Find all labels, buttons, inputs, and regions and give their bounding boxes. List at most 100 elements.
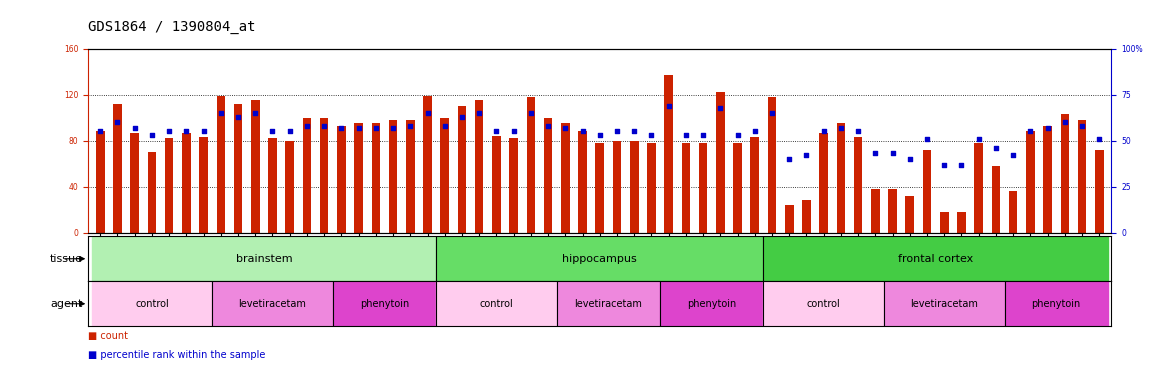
Point bbox=[780, 156, 799, 162]
Text: phenytoin: phenytoin bbox=[687, 299, 736, 309]
Bar bbox=[338, 126, 346, 232]
Bar bbox=[543, 118, 553, 232]
Bar bbox=[699, 143, 708, 232]
Point bbox=[453, 114, 472, 120]
Point bbox=[142, 132, 161, 138]
Point bbox=[435, 123, 454, 129]
Bar bbox=[1025, 132, 1035, 232]
Point bbox=[969, 136, 988, 142]
Point bbox=[367, 125, 386, 131]
Text: phenytoin: phenytoin bbox=[1031, 299, 1081, 309]
Bar bbox=[441, 118, 449, 232]
Bar bbox=[854, 137, 862, 232]
Point bbox=[108, 119, 127, 125]
Point bbox=[849, 128, 868, 135]
Text: agent: agent bbox=[49, 299, 82, 309]
Bar bbox=[957, 212, 965, 232]
Point bbox=[1004, 152, 1023, 158]
Bar bbox=[1077, 120, 1087, 232]
Bar bbox=[148, 152, 156, 232]
Bar bbox=[527, 97, 535, 232]
Point bbox=[624, 128, 643, 135]
Point bbox=[762, 110, 781, 116]
Bar bbox=[354, 123, 363, 232]
Bar bbox=[1004, 281, 1108, 326]
Bar bbox=[268, 138, 276, 232]
Point bbox=[590, 132, 609, 138]
Bar bbox=[436, 281, 556, 326]
Text: phenytoin: phenytoin bbox=[360, 299, 409, 309]
Bar bbox=[763, 281, 884, 326]
Bar bbox=[888, 189, 897, 232]
Bar bbox=[212, 281, 333, 326]
Text: GDS1864 / 1390804_at: GDS1864 / 1390804_at bbox=[88, 20, 255, 34]
Bar bbox=[716, 92, 724, 232]
Bar bbox=[682, 143, 690, 232]
Text: brainstem: brainstem bbox=[235, 254, 292, 264]
Point bbox=[797, 152, 816, 158]
Point bbox=[901, 156, 920, 162]
Text: control: control bbox=[807, 299, 841, 309]
Bar bbox=[1095, 150, 1103, 232]
Bar bbox=[492, 136, 501, 232]
Point bbox=[91, 128, 109, 135]
Bar bbox=[750, 137, 759, 232]
Bar bbox=[182, 133, 191, 232]
Bar bbox=[250, 100, 260, 232]
Bar bbox=[784, 205, 794, 232]
Text: levetiracetam: levetiracetam bbox=[574, 299, 642, 309]
Bar bbox=[131, 133, 139, 232]
Bar bbox=[660, 281, 763, 326]
Point bbox=[212, 110, 230, 116]
Bar bbox=[763, 236, 1108, 281]
Point bbox=[866, 150, 884, 156]
Text: control: control bbox=[135, 299, 169, 309]
Bar bbox=[475, 100, 483, 232]
Bar bbox=[199, 137, 208, 232]
Bar bbox=[975, 143, 983, 232]
Text: tissue: tissue bbox=[49, 254, 82, 264]
Point bbox=[728, 132, 747, 138]
Point bbox=[126, 125, 145, 131]
Bar bbox=[113, 104, 122, 232]
Point bbox=[917, 136, 936, 142]
Point bbox=[831, 125, 850, 131]
Point bbox=[1038, 125, 1057, 131]
Point bbox=[746, 128, 764, 135]
Text: control: control bbox=[480, 299, 513, 309]
Bar bbox=[1043, 126, 1051, 232]
Bar bbox=[423, 96, 432, 232]
Bar bbox=[389, 120, 397, 232]
Bar bbox=[509, 138, 517, 232]
Point bbox=[608, 128, 627, 135]
Point bbox=[935, 162, 954, 168]
Point bbox=[883, 150, 902, 156]
Point bbox=[469, 110, 488, 116]
Point bbox=[487, 128, 506, 135]
Bar bbox=[92, 236, 436, 281]
Point bbox=[539, 123, 557, 129]
Bar bbox=[820, 133, 828, 232]
Point bbox=[1021, 128, 1040, 135]
Point bbox=[987, 145, 1005, 151]
Bar bbox=[216, 96, 225, 232]
Point bbox=[280, 128, 299, 135]
Bar bbox=[302, 118, 312, 232]
Point bbox=[521, 110, 540, 116]
Point bbox=[573, 128, 592, 135]
Bar bbox=[333, 281, 436, 326]
Bar bbox=[768, 97, 776, 232]
Bar bbox=[234, 104, 242, 232]
Bar bbox=[734, 143, 742, 232]
Text: ■ count: ■ count bbox=[88, 331, 128, 341]
Point bbox=[332, 125, 350, 131]
Point bbox=[1073, 123, 1091, 129]
Point bbox=[814, 128, 833, 135]
Point bbox=[298, 123, 316, 129]
Text: frontal cortex: frontal cortex bbox=[898, 254, 974, 264]
Bar bbox=[923, 150, 931, 232]
Text: ■ percentile rank within the sample: ■ percentile rank within the sample bbox=[88, 350, 266, 360]
Bar bbox=[92, 281, 212, 326]
Point bbox=[642, 132, 661, 138]
Point bbox=[1055, 119, 1074, 125]
